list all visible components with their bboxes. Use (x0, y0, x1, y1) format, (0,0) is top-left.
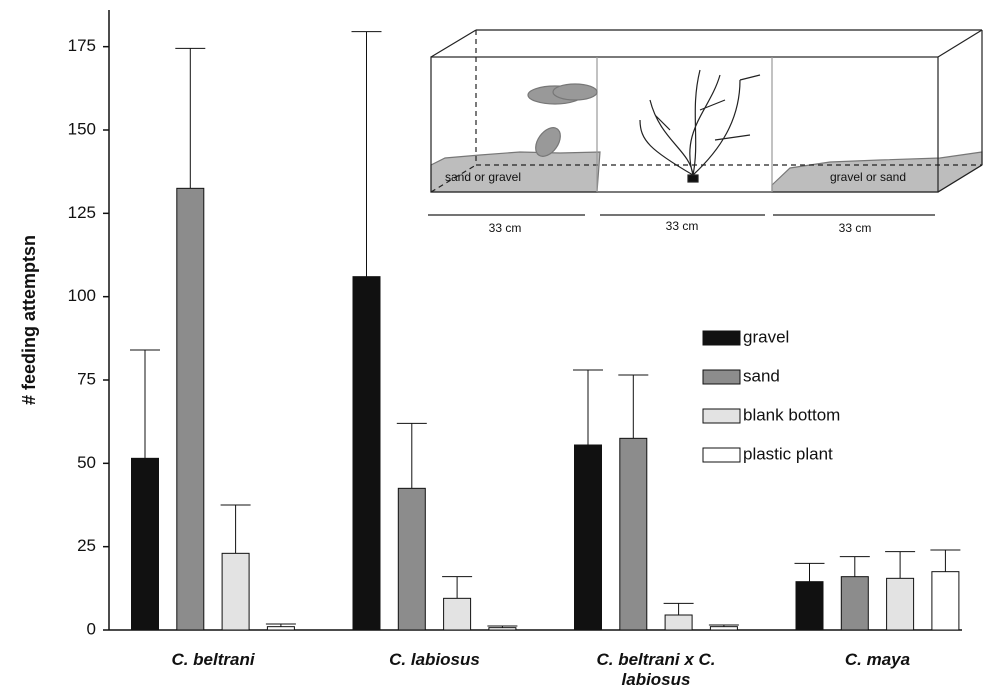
bar (132, 458, 159, 630)
y-tick-label: 175 (68, 36, 96, 55)
annotation: gravel or sand (830, 170, 906, 184)
annotation: sand or gravel (445, 170, 521, 184)
legend-label: sand (743, 366, 780, 385)
legend-label: gravel (743, 327, 789, 346)
y-tick-label: 0 (87, 619, 96, 638)
bar (222, 553, 249, 630)
y-axis-label: # feeding attemptsn (19, 235, 39, 405)
bar (575, 445, 602, 630)
legend-swatch (703, 331, 740, 345)
bar (489, 628, 516, 630)
bar (444, 598, 471, 630)
legend-swatch (703, 448, 740, 462)
bar (620, 438, 647, 630)
legend-label: blank bottom (743, 405, 840, 424)
x-tick-label: C. maya (818, 650, 938, 670)
x-tick-label: C. labiosus (375, 650, 495, 670)
x-tick-label: C. beltrani (153, 650, 273, 670)
y-tick-label: 75 (77, 369, 96, 388)
bar (177, 188, 204, 630)
bar (841, 577, 868, 630)
y-tick-label: 125 (68, 203, 96, 222)
annotation: 33 cm (666, 219, 699, 233)
bar (932, 572, 959, 630)
legend-label: plastic plant (743, 444, 833, 463)
bar (267, 627, 294, 630)
annotation: 33 cm (839, 221, 872, 235)
bar (398, 488, 425, 630)
y-tick-label: 150 (68, 119, 96, 138)
bar (710, 627, 737, 630)
page: # feeding attemptsn sand or gravel grave… (0, 0, 984, 693)
bar (665, 615, 692, 630)
y-tick-label: 100 (68, 286, 96, 305)
legend-swatch (703, 409, 740, 423)
chart: # feeding attemptsn sand or gravel grave… (0, 0, 984, 693)
bar (796, 582, 823, 630)
bar (353, 277, 380, 630)
y-tick-label: 50 (77, 453, 96, 472)
bar (887, 578, 914, 630)
annotation: 33 cm (489, 221, 522, 235)
tank-diagram (428, 30, 982, 215)
legend-swatch (703, 370, 740, 384)
y-tick-label: 25 (77, 536, 96, 555)
x-tick-label: C. beltrani x C. labiosus (596, 650, 716, 690)
